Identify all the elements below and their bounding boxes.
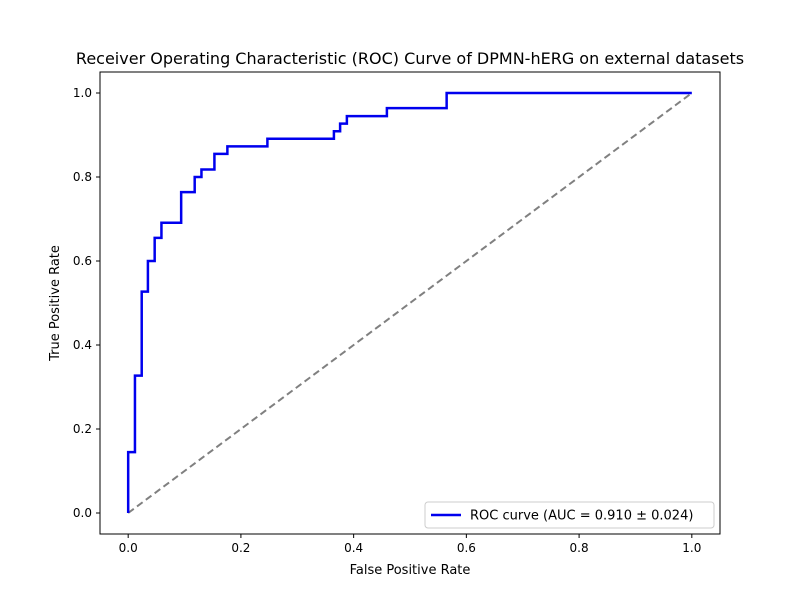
y-tick-label: 0.6 (73, 254, 92, 268)
plot-frame (99, 71, 721, 535)
legend-label-roc: ROC curve (AUC = 0.910 ± 0.024) (470, 509, 693, 524)
legend: ROC curve (AUC = 0.910 ± 0.024) (424, 501, 715, 529)
x-tick-label: 0.4 (344, 541, 363, 555)
chance-diagonal-line (127, 92, 693, 514)
x-axis-label: False Positive Rate (350, 563, 471, 578)
y-tick-label: 0.8 (73, 170, 92, 184)
y-tick-label: 0.0 (73, 506, 92, 520)
x-tick-label: 0.6 (457, 541, 476, 555)
legend-box (424, 501, 715, 529)
y-axis-label: True Positive Rate (48, 245, 63, 362)
plot-area: 0.0 0.2 0.4 0.6 0.8 1.0 0.0 0.2 0.4 0.6 0.8 1.0 (73, 71, 721, 555)
x-tick-label: 1.0 (682, 541, 701, 555)
x-tick-label: 0.0 (119, 541, 138, 555)
x-tick-label: 0.8 (570, 541, 589, 555)
y-tick-label: 0.4 (73, 338, 92, 352)
y-tick-label: 1.0 (73, 86, 92, 100)
chart-title: Receiver Operating Characteristic (ROC) … (76, 49, 744, 68)
y-tick-label: 0.2 (73, 422, 92, 436)
x-tick-label: 0.2 (231, 541, 250, 555)
roc-curve-line (126, 91, 692, 513)
